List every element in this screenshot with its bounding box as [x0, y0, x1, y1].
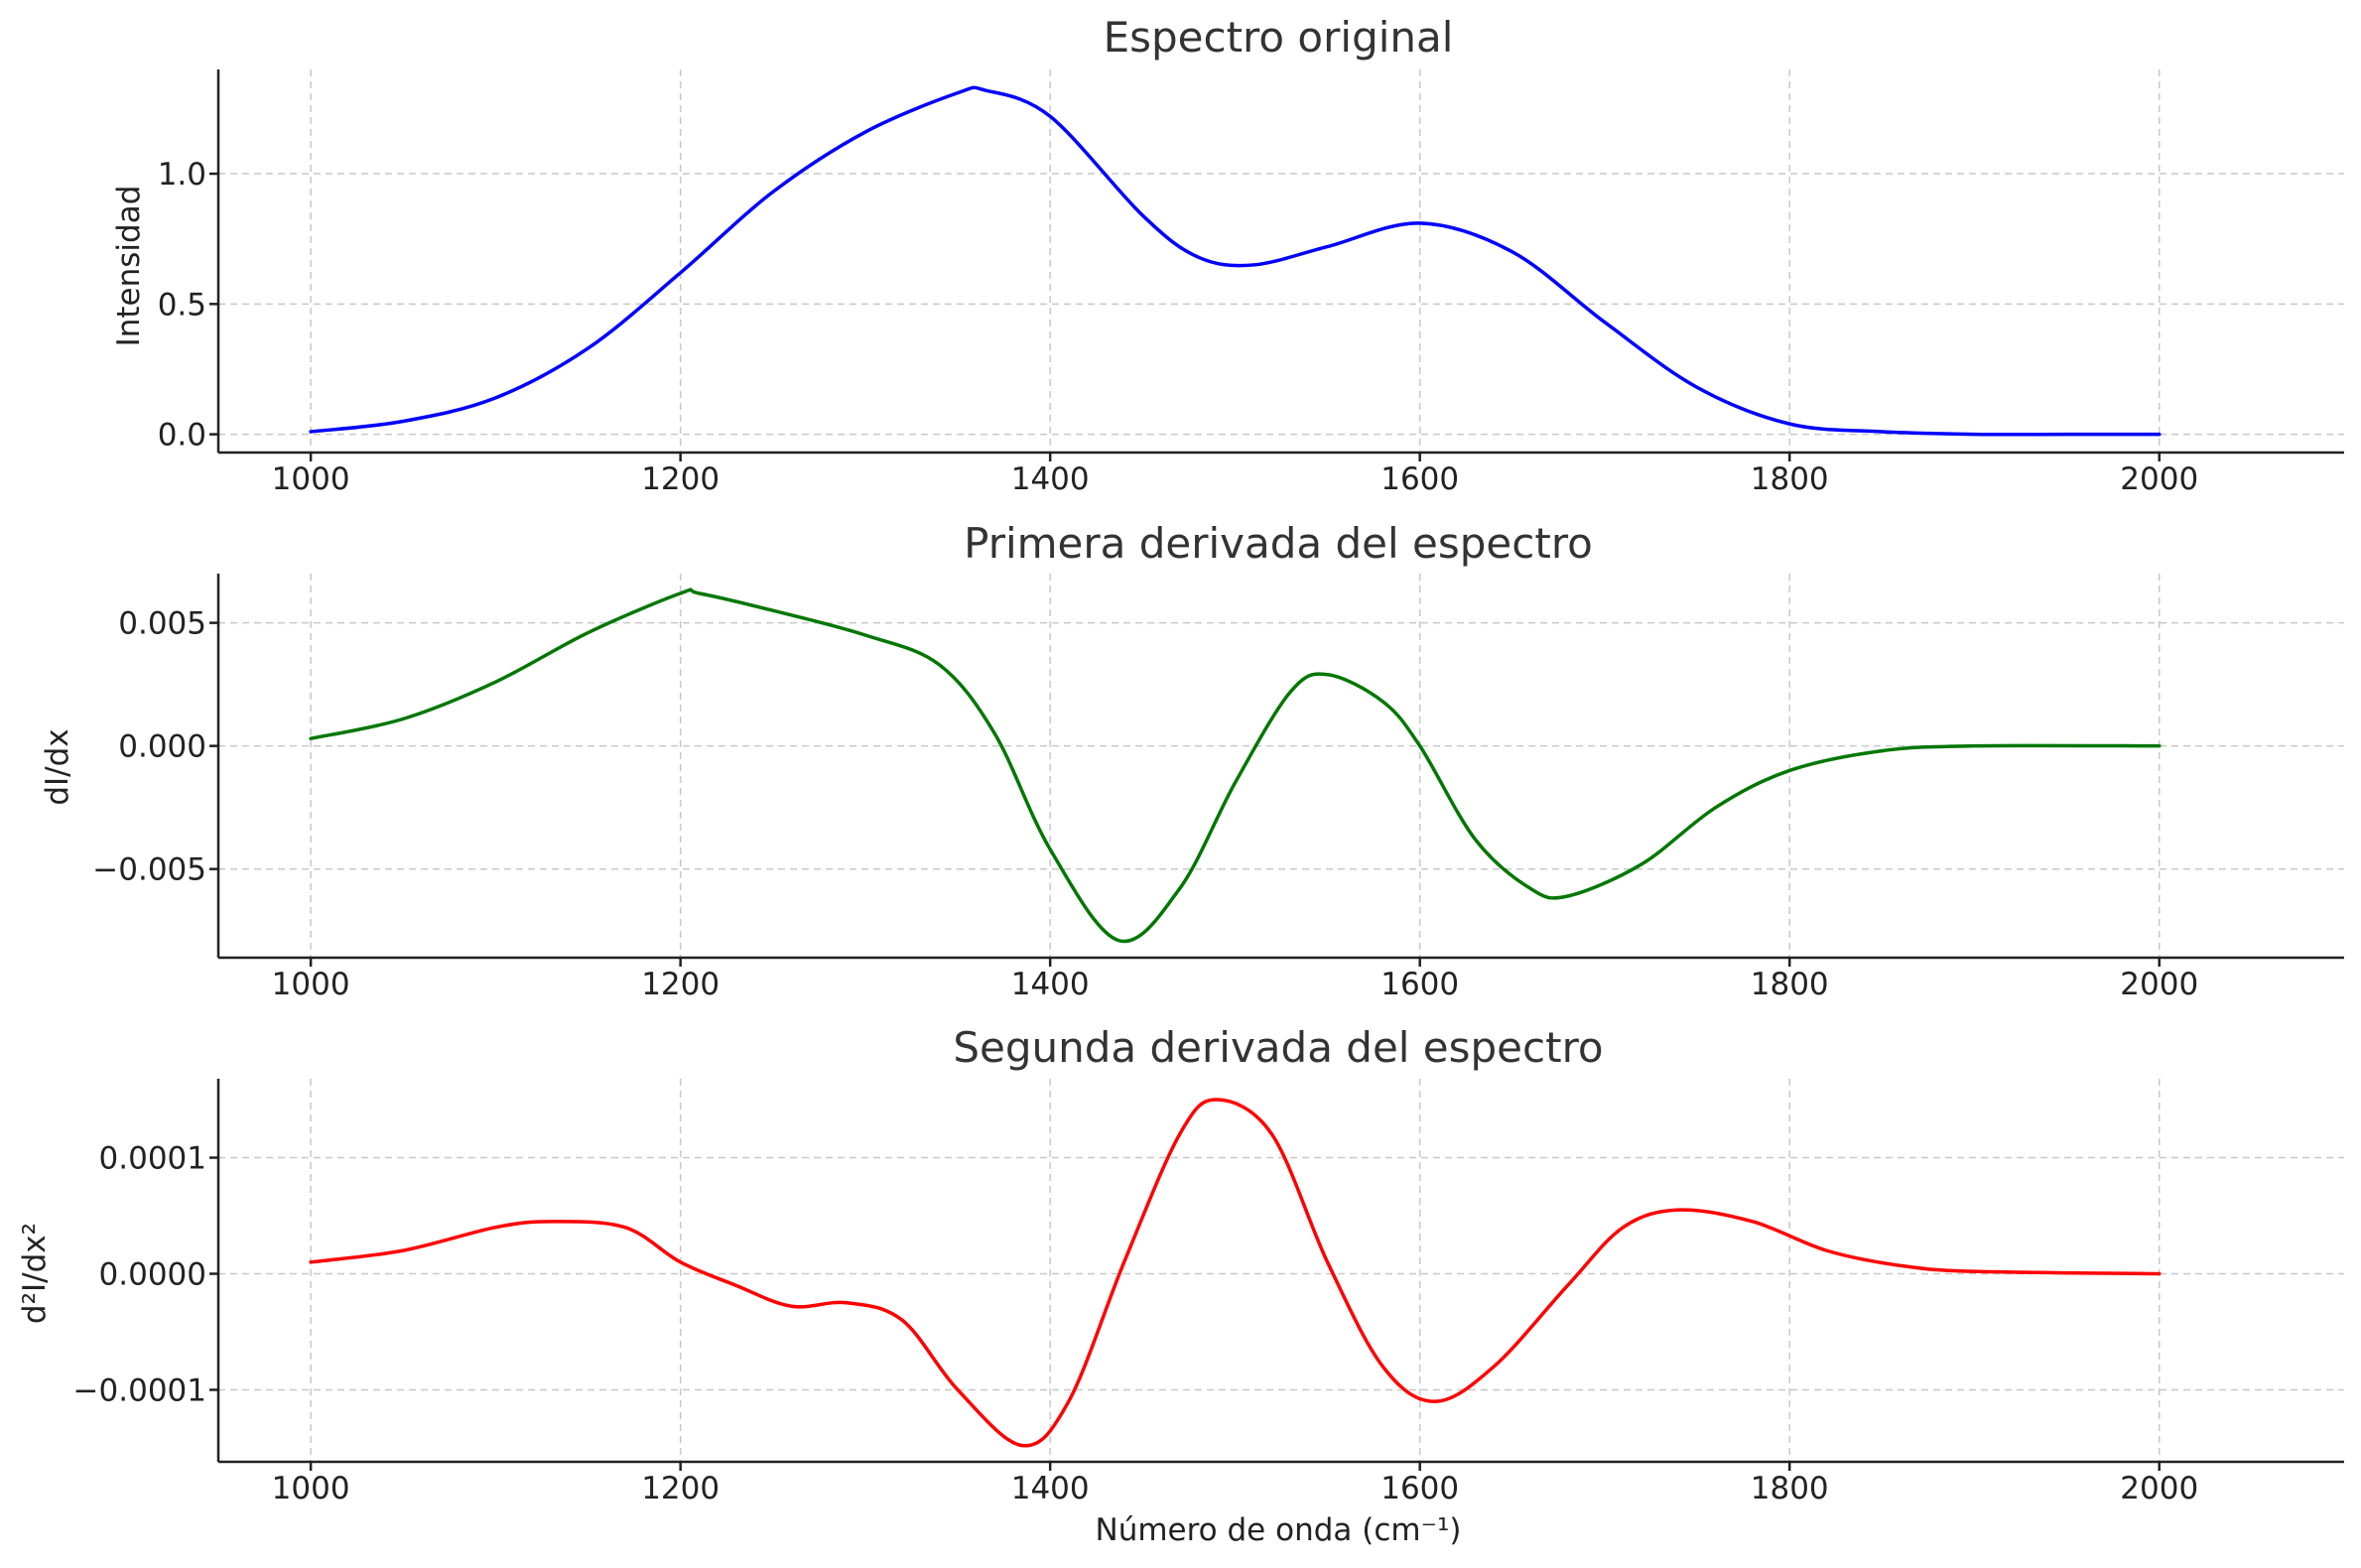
x-tick-label: 1400: [1011, 461, 1090, 497]
chart-title: Segunda derivada del espectro: [953, 1023, 1603, 1072]
grid: [218, 1079, 2344, 1462]
series-line: [309, 588, 2162, 944]
x-tick-label: 1600: [1380, 967, 1459, 1002]
axes: 1000 1200 1400 1600 1800 2000 −0.005 0.000 0.005: [92, 574, 2344, 1002]
x-tick-label: 1400: [1011, 967, 1090, 1002]
y-tick-label: 0.005: [118, 606, 206, 642]
x-tick-label: 1000: [272, 461, 350, 497]
series-line: [309, 85, 2162, 437]
panel-espectro-original: Espectro original 1000 1200 1400 1600 1800 20…: [111, 13, 2344, 497]
x-tick-label: 1000: [272, 967, 350, 1002]
y-tick-label: 0.0: [158, 418, 206, 454]
series-layer: [309, 1098, 2162, 1448]
x-tick-label: 1800: [1751, 1471, 1829, 1506]
x-tick-label: 1600: [1380, 1471, 1459, 1506]
chart-title: Primera derivada del espectro: [964, 519, 1593, 568]
series-line: [309, 1098, 2162, 1448]
x-tick-label: 1200: [641, 461, 720, 497]
x-tick-label: 1000: [272, 1471, 350, 1506]
axes: 1000 1200 1400 1600 1800 2000 −0.0001 0.0000 0.0…: [73, 1079, 2344, 1506]
x-tick-label: 2000: [2120, 461, 2198, 497]
grid: [218, 574, 2344, 958]
y-axis-label: Intensidad: [111, 186, 147, 347]
x-axis-label: Número de onda (cm⁻¹): [1096, 1512, 1462, 1548]
y-tick-label: 0.000: [118, 729, 206, 765]
panel-primera-derivada: Primera derivada del espectro 1000 1200 14…: [40, 519, 2344, 1002]
x-tick-label: 1800: [1751, 461, 1829, 497]
x-tick-label: 1600: [1380, 461, 1459, 497]
y-tick-label: 1.0: [158, 157, 206, 193]
y-tick-label: −0.005: [92, 852, 206, 888]
y-tick-label: 0.0001: [99, 1141, 206, 1177]
grid: [218, 69, 2344, 453]
x-tick-label: 2000: [2120, 967, 2198, 1002]
y-axis-label: dI/dx: [40, 728, 75, 805]
series-layer: [309, 85, 2162, 437]
x-tick-label: 1800: [1751, 967, 1829, 1002]
axes: 1000 1200 1400 1600 1800 2000 0.0 0.5 1.0: [158, 69, 2344, 497]
x-tick-label: 1200: [641, 967, 720, 1002]
x-tick-label: 2000: [2120, 1471, 2198, 1506]
y-tick-label: 0.0000: [99, 1257, 206, 1293]
series-layer: [309, 588, 2162, 944]
panel-segunda-derivada: Segunda derivada del espectro 1000 1200 14…: [17, 1023, 2344, 1548]
chart-title: Espectro original: [1104, 13, 1454, 62]
x-tick-label: 1200: [641, 1471, 720, 1506]
y-tick-label: 0.5: [158, 287, 206, 323]
x-tick-label: 1400: [1011, 1471, 1090, 1506]
y-axis-label: d²I/dx²: [17, 1223, 53, 1324]
y-tick-label: −0.0001: [73, 1372, 206, 1408]
